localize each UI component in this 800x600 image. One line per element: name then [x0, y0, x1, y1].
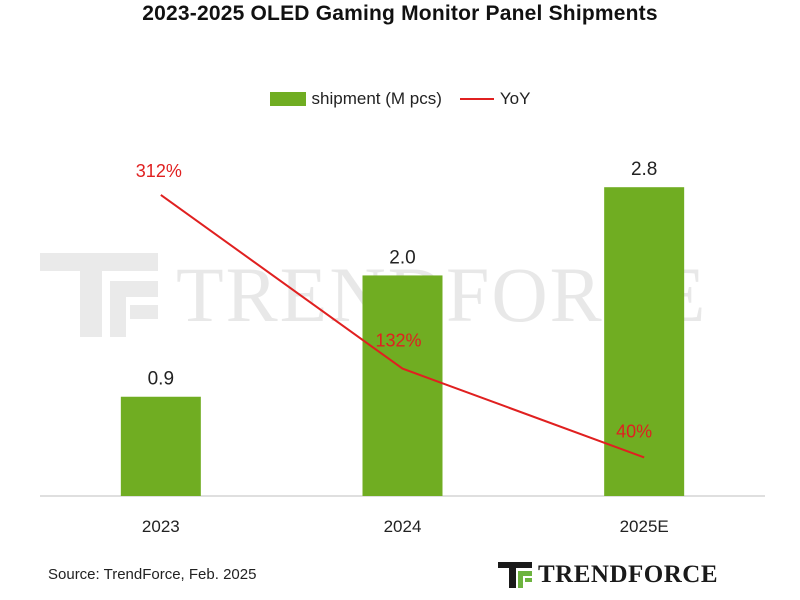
trendforce-logo-icon [498, 562, 532, 588]
yoy-label-2023: 312% [136, 161, 182, 181]
legend-item-shipment: shipment (M pcs) [269, 89, 442, 109]
bar-2023 [120, 396, 201, 496]
yoy-line [160, 194, 645, 459]
source-note: Source: TrendForce, Feb. 2025 [48, 566, 257, 583]
x-tick-2025E: 2025E [620, 517, 669, 536]
logo-text: TRENDFORCE [538, 561, 719, 588]
bar-2025E [604, 187, 685, 496]
bar-label-2025E: 2.8 [631, 159, 657, 180]
legend-swatch-bar [269, 92, 306, 106]
bar-2024 [362, 275, 443, 496]
x-tick-2023: 2023 [142, 517, 180, 536]
bar-label-2024: 2.0 [389, 247, 415, 268]
legend-swatch-line [459, 98, 494, 100]
legend-label-yoy: YoY [499, 89, 531, 108]
chart-title: 2023-2025 OLED Gaming Monitor Panel Ship… [142, 2, 658, 25]
legend-label-shipment: shipment (M pcs) [311, 89, 442, 108]
legend-item-yoy: YoY [459, 89, 531, 109]
chart-legend: shipment (M pcs) YoY [0, 89, 800, 109]
bar-label-2023: 0.9 [148, 369, 174, 390]
yoy-label-2024: 132% [375, 331, 421, 351]
yoy-label-2025E: 40% [616, 421, 652, 441]
x-tick-2024: 2024 [384, 517, 422, 536]
trendforce-logo: TRENDFORCE [498, 561, 718, 589]
